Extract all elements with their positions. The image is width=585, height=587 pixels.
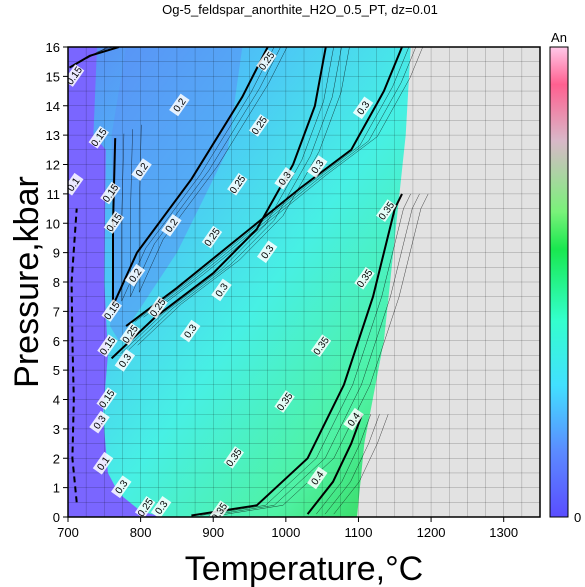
contour-0-35 [191, 193, 403, 517]
y-tick-label: 5 [53, 363, 60, 378]
minor-contour [134, 47, 410, 322]
x-axis-ticks: 700 800 900 1000 1100 1200 1300 [57, 517, 518, 540]
contour-0-4 [306, 413, 364, 515]
dashed-boundary [70, 208, 78, 503]
chart-title: Og-5_feldspar_anorthite_H2O_0.5_PT, dz=0… [162, 2, 438, 17]
minor-contour [120, 47, 334, 355]
y-tick-label: 13 [46, 128, 60, 143]
colorbar [549, 46, 569, 518]
x-axis-label: Temperature,°C [185, 550, 423, 587]
contour-0-15 [68, 47, 120, 69]
y-tick-label: 16 [46, 40, 60, 55]
minor-contour [143, 47, 417, 318]
minor-contour [217, 193, 429, 516]
grid-lines [68, 47, 540, 517]
minor-contour [152, 47, 424, 314]
y-tick-label: 7 [53, 304, 60, 319]
minor-contour [316, 414, 372, 515]
y-tick-label: 11 [47, 187, 61, 202]
y-tick-label: 2 [53, 451, 60, 466]
y-tick-label: 9 [53, 246, 60, 261]
minor-contour [208, 193, 420, 516]
minor-contour [324, 414, 380, 515]
minor-contour [95, 47, 109, 55]
minor-contour [137, 47, 350, 346]
x-tick-label: 700 [57, 525, 79, 540]
minor-contour [130, 47, 281, 297]
x-tick-label: 1300 [489, 525, 518, 540]
x-tick-label: 900 [202, 525, 224, 540]
contour-lines [68, 47, 403, 517]
low-an-field [68, 47, 163, 517]
minor-contour [128, 47, 342, 350]
y-axis-label: Pressure,kbar [8, 176, 46, 388]
mid-an-field [68, 47, 243, 341]
contour-0-3 [125, 47, 403, 327]
y-tick-label: 10 [46, 216, 60, 231]
y-tick-label: 12 [46, 158, 60, 173]
minor-contour [200, 193, 411, 516]
x-tick-label: 1000 [271, 525, 300, 540]
y-tick-label: 1 [53, 481, 60, 496]
y-tick-label: 15 [46, 69, 60, 84]
y-tick-label: 14 [46, 99, 60, 114]
minor-contour [138, 47, 288, 293]
y-tick-label: 6 [53, 334, 60, 349]
y-tick-label: 4 [53, 393, 60, 408]
x-tick-label: 1200 [417, 525, 446, 540]
y-tick-label: 3 [53, 422, 60, 437]
y-tick-label: 0 [53, 510, 60, 525]
colorbar-min-label: 0 [574, 510, 581, 525]
x-tick-label: 800 [130, 525, 152, 540]
thin-contours [78, 47, 429, 516]
x-tick-label: 1100 [344, 525, 372, 540]
colorbar-label: An [551, 30, 567, 45]
minor-contour [333, 414, 389, 515]
y-tick-label: 8 [53, 275, 60, 290]
